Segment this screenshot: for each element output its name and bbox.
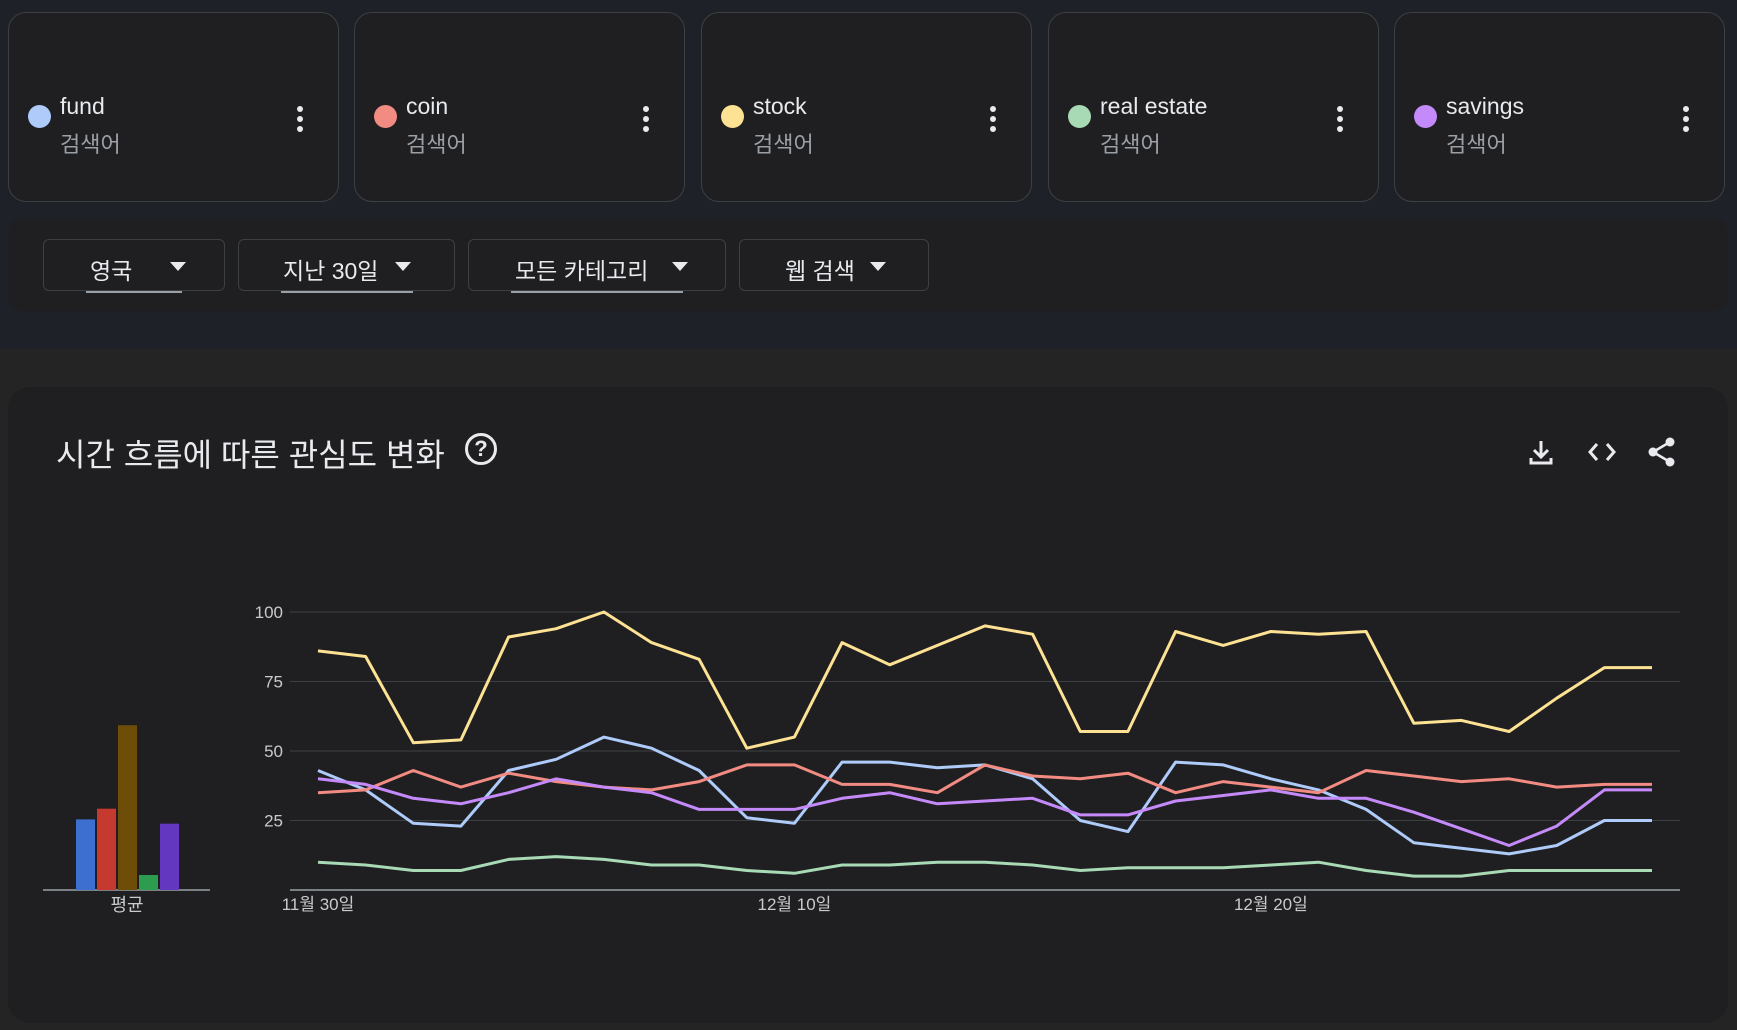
chevron-down-icon <box>672 262 688 271</box>
y-tick-label: 100 <box>255 603 283 622</box>
category-filter[interactable]: 모든 카테고리 <box>468 239 726 293</box>
region-filter-underline <box>86 291 182 293</box>
search-type-filter[interactable]: 웹 검색 <box>739 239 929 291</box>
avg-bar-stock <box>118 725 137 890</box>
embed-code-icon[interactable] <box>1585 435 1619 469</box>
more-vert-icon[interactable] <box>987 106 999 136</box>
term-card-real-estate[interactable]: real estate 검색어 <box>1048 12 1379 202</box>
download-icon[interactable] <box>1524 435 1558 469</box>
interest-line-chart: 25 50 75 100 11월 30일 12월 10일 12월 20일 <box>255 603 1680 914</box>
question-circle-icon[interactable]: ? <box>465 433 497 465</box>
category-filter-underline <box>511 291 683 293</box>
x-tick-label: 11월 30일 <box>282 895 355 914</box>
term-name: fund <box>60 93 105 119</box>
chevron-down-icon <box>395 262 411 271</box>
series-line-real-estate[interactable] <box>317 855 1652 878</box>
chevron-down-icon <box>170 262 186 271</box>
term-type: 검색어 <box>406 132 467 157</box>
series-line-coin[interactable] <box>317 763 1652 795</box>
x-tick-label: 12월 10일 <box>758 895 832 914</box>
y-tick-label: 50 <box>264 742 283 761</box>
avg-bar-fund <box>76 819 95 890</box>
share-icon[interactable] <box>1645 435 1679 469</box>
avg-label: 평균 <box>110 895 143 915</box>
more-vert-icon[interactable] <box>640 106 652 136</box>
term-card-fund[interactable]: fund 검색어 <box>8 12 339 202</box>
period-filter[interactable]: 지난 30일 <box>238 239 455 293</box>
period-filter-underline <box>281 291 413 293</box>
average-bar-chart: 평균 <box>43 725 210 915</box>
term-name: real estate <box>1100 93 1208 119</box>
region-filter[interactable]: 영국 <box>43 239 225 293</box>
series-line-stock[interactable] <box>317 610 1652 750</box>
term-type: 검색어 <box>60 132 121 157</box>
term-card-savings[interactable]: savings 검색어 <box>1394 12 1725 202</box>
interest-over-time-card <box>8 387 1728 1023</box>
avg-bar-coin <box>97 808 116 890</box>
term-color-dot <box>1068 105 1091 128</box>
term-type: 검색어 <box>753 132 814 157</box>
search-type-filter-label: 웹 검색 <box>785 258 855 284</box>
term-card-coin[interactable]: coin 검색어 <box>354 12 685 202</box>
region-filter-label: 영국 <box>90 258 133 284</box>
y-tick-label: 25 <box>264 812 283 831</box>
x-tick-label: 12월 20일 <box>1234 895 1308 914</box>
term-card-stock[interactable]: stock 검색어 <box>701 12 1032 202</box>
period-filter-label: 지난 30일 <box>283 258 379 284</box>
term-type: 검색어 <box>1100 132 1161 157</box>
chevron-down-icon <box>870 262 886 271</box>
series-line-savings[interactable] <box>317 777 1652 847</box>
more-vert-icon[interactable] <box>1334 106 1346 136</box>
term-name: stock <box>753 93 807 119</box>
term-color-dot <box>28 105 51 128</box>
term-color-dot <box>374 105 397 128</box>
y-tick-label: 75 <box>264 673 283 692</box>
term-type: 검색어 <box>1446 132 1507 157</box>
term-color-dot <box>1414 105 1437 128</box>
chart-title: 시간 흐름에 따른 관심도 변화 <box>56 437 445 473</box>
category-filter-label: 모든 카테고리 <box>515 258 649 284</box>
more-vert-icon[interactable] <box>294 106 306 136</box>
avg-bar-real-estate <box>139 875 158 890</box>
more-vert-icon[interactable] <box>1680 106 1692 136</box>
term-name: coin <box>406 93 449 119</box>
term-color-dot <box>721 105 744 128</box>
series-line-fund[interactable] <box>317 735 1652 856</box>
avg-bar-savings <box>160 823 179 890</box>
term-name: savings <box>1446 93 1524 119</box>
